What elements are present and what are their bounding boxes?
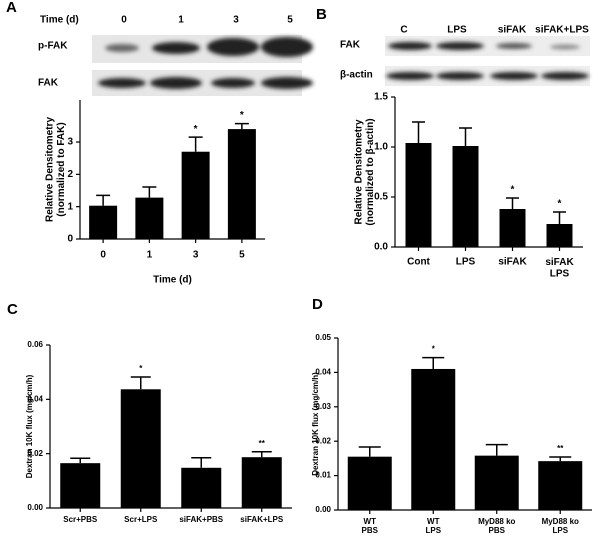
- y-tick-label: 0.00: [315, 505, 331, 514]
- error-bar: [506, 197, 519, 209]
- panel-letter: C: [7, 301, 18, 318]
- error-bar: [142, 186, 157, 198]
- y-tick-label: 0.02: [315, 436, 331, 445]
- bar: [227, 129, 256, 239]
- row-label: FAK: [340, 40, 361, 51]
- x-tick-label: 1: [147, 250, 153, 261]
- y-tick-label: 0: [67, 234, 73, 245]
- bar: [60, 463, 101, 508]
- panel-letter: A: [6, 0, 17, 16]
- lane-label: 3: [233, 15, 239, 26]
- y-axis-label: Relative Densitometry(normalized to β-ac…: [353, 118, 376, 225]
- y-tick-label: 1.5: [374, 92, 388, 103]
- x-tick-label: siFAK: [498, 257, 527, 268]
- bar: [181, 151, 210, 239]
- bar: [120, 389, 161, 508]
- x-tick-label: WT PBS: [362, 517, 379, 535]
- annotation: *: [432, 345, 436, 354]
- lane-label: LPS: [447, 25, 467, 36]
- x-tick-label: WT LPS: [425, 517, 441, 535]
- x-tick-label: siFAK LPS: [545, 257, 574, 280]
- lane-label: 0: [121, 15, 127, 26]
- bar: [347, 456, 392, 510]
- error-bar: [130, 376, 151, 390]
- bar: [546, 224, 573, 247]
- annotation: *: [139, 364, 143, 373]
- y-tick-label: 0.05: [315, 333, 331, 342]
- y-tick-label: 0.00: [27, 503, 43, 512]
- row-label: β-actin: [340, 70, 373, 81]
- lane-label: siFAK: [498, 25, 527, 36]
- y-tick-label: 1.0: [374, 142, 388, 153]
- y-axis-label: Dextran 10K flux (mg/cm/h): [311, 372, 320, 476]
- x-axis-label: Time (d): [153, 275, 192, 286]
- y-tick-label: 0.06: [27, 340, 43, 349]
- x-tick-label: MyD88 ko PBS: [478, 517, 515, 535]
- y-tick-label: 0.02: [27, 449, 43, 458]
- x-tick-label: siFAK+LPS: [240, 515, 284, 524]
- bar: [89, 205, 118, 239]
- bar: [411, 368, 456, 510]
- y-tick-label: 0.01: [315, 471, 331, 480]
- lane-label: C: [400, 25, 407, 36]
- error-bar: [188, 136, 203, 152]
- error-bar: [553, 211, 566, 224]
- y-tick-label: 1: [67, 201, 73, 212]
- bar: [241, 457, 282, 508]
- bar: [135, 197, 164, 239]
- row-label: p-FAK: [38, 41, 68, 52]
- annotation: **: [557, 444, 564, 453]
- annotation: *: [240, 110, 244, 121]
- x-tick-label: Scr+PBS: [63, 515, 98, 524]
- panel-letter: D: [312, 296, 323, 313]
- bar: [405, 143, 432, 247]
- x-tick-label: 5: [239, 250, 245, 261]
- error-bar: [70, 457, 91, 464]
- y-tick-label: 0.03: [315, 402, 331, 411]
- row-label: FAK: [38, 78, 59, 89]
- y-tick-label: 2: [67, 169, 73, 180]
- y-axis-label: Relative Densitometry(normalized to FAK): [44, 117, 67, 222]
- error-bar: [191, 456, 212, 468]
- y-axis-label: Dextran 10K flux (mg/cm/h): [25, 374, 34, 478]
- y-tick-label: 0.5: [374, 192, 388, 203]
- error-bar: [234, 122, 249, 130]
- error-bar: [422, 356, 445, 369]
- error-bar: [96, 194, 111, 206]
- x-tick-label: Scr+LPS: [124, 515, 158, 524]
- x-tick-label: Cont: [407, 257, 430, 268]
- bar: [499, 209, 526, 247]
- annotation: *: [194, 124, 198, 135]
- y-tick-label: 0.04: [27, 394, 43, 403]
- bar: [538, 461, 583, 510]
- error-bar: [549, 456, 572, 462]
- bar: [452, 146, 479, 247]
- error-bar: [358, 446, 381, 457]
- blot-b: [385, 36, 590, 86]
- y-tick-label: 0.04: [315, 368, 331, 377]
- lane-label: siFAK+LPS: [535, 25, 589, 36]
- error-bar: [459, 127, 472, 146]
- annotation: **: [259, 439, 266, 448]
- bar: [474, 455, 519, 510]
- x-tick-label: siFAK+PBS: [179, 515, 223, 524]
- blot-a: [92, 35, 313, 96]
- x-tick-label: LPS: [456, 257, 476, 268]
- y-tick-label: 3: [67, 137, 73, 148]
- x-tick-label: MyD88 ko LPS: [542, 517, 579, 535]
- y-tick-label: 0.0: [374, 242, 388, 253]
- annotation: *: [511, 185, 515, 196]
- bar: [181, 467, 222, 508]
- error-bar: [412, 121, 425, 143]
- lane-label: 1: [178, 15, 184, 26]
- error-bar: [251, 451, 272, 458]
- x-tick-label: 0: [100, 250, 106, 261]
- lane-label: 5: [287, 15, 293, 26]
- panel-letter: B: [316, 6, 327, 23]
- annotation: *: [558, 199, 562, 210]
- error-bar: [485, 443, 508, 456]
- x-tick-label: 3: [193, 250, 199, 261]
- blot-header: Time (d): [40, 15, 79, 26]
